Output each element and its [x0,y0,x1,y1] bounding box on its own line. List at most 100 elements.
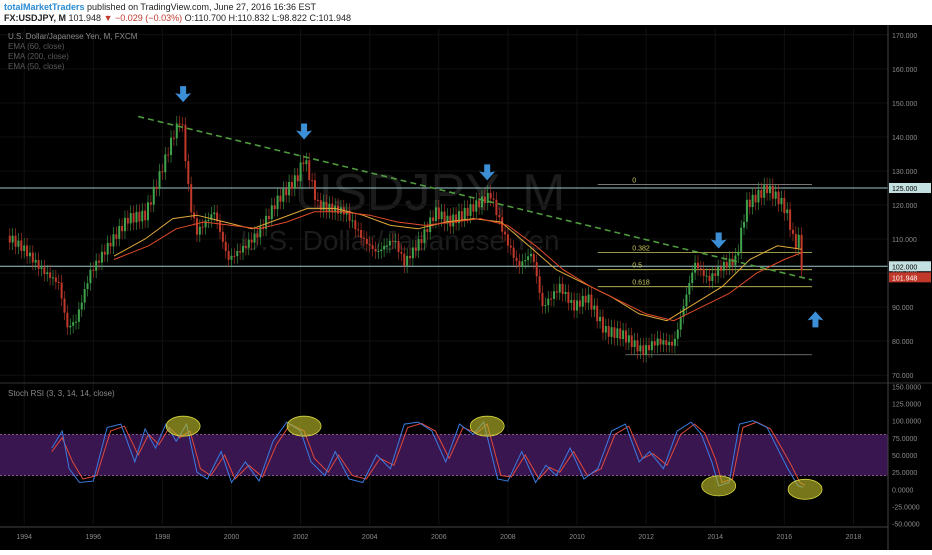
fib-label: 0.382 [632,246,650,253]
candle-body [714,273,717,276]
candle-body [308,160,311,181]
candle-body [754,194,757,203]
candle-body [360,229,363,238]
candle-body [20,240,23,251]
author-link[interactable]: totalMarketTraders [4,2,85,12]
candle-body [763,185,766,198]
level-label-upper: 125.000 [892,186,917,193]
rsi-tick-label: 125.0000 [892,402,921,409]
trendline-segment[interactable] [138,115,813,281]
low-value: L:98.822 [271,13,307,23]
price-tick-label: 130.000 [892,169,917,176]
candle-body [149,202,152,205]
last-price-label: 101.948 [892,275,917,282]
candle-body [771,185,774,199]
candle-body [642,345,645,355]
rsi-title: Stoch RSI (3, 3, 14, 14, close) [8,389,115,398]
candle-body [184,124,187,162]
fib-retracement[interactable]: 0 0.382 0.5 0.618 [597,178,812,356]
candle-body [256,233,259,238]
candle-body [800,234,803,271]
highlight-ellipse[interactable] [701,475,737,497]
candle-body [354,220,357,230]
candle-body [593,305,596,310]
candle-body [619,328,622,339]
chart-title: U.S. Dollar/Japanese Yen, M, FXCM [8,32,138,41]
candle-body [552,291,555,299]
highlight-ellipse[interactable] [469,415,505,437]
candle-body [296,175,299,182]
candle-body [708,275,711,282]
candle-body [558,283,561,293]
chart-header: totalMarketTraders published on TradingV… [0,0,932,25]
rsi-tick-label: -50.0000 [892,522,920,529]
chart-svg[interactable]: USDJPY, M U.S. Dollar/Japanese Yen 0 0.38… [0,25,932,550]
candle-body [138,211,141,222]
candle-body [230,255,233,260]
candle-body [11,235,14,243]
candle-body [348,210,351,221]
open-value: O:110.700 [184,13,226,23]
down-arrow-icon[interactable] [296,123,313,140]
rsi-band-fill [0,434,888,476]
candle-body [276,195,279,210]
candle-body [581,295,584,307]
down-arrow-icon[interactable] [175,86,192,103]
candle-body [170,137,173,156]
annotation-arrows[interactable] [175,86,824,328]
candle-body [242,245,245,253]
candle-body [564,291,567,294]
candle-body [725,261,728,268]
trendline[interactable] [138,115,813,281]
horizontal-levels[interactable] [0,187,888,267]
candle-body [8,235,11,243]
symbol-label: FX:USDJPY, M [4,13,67,23]
highlight-ellipse[interactable] [787,478,823,500]
candle-body [696,262,699,269]
candle-body [383,245,386,250]
price-tick-label: 90.000 [892,305,914,312]
highlight-ellipses[interactable] [165,415,823,500]
price-tick-label: 160.000 [892,67,917,74]
candle-body [671,341,674,346]
candle-body [224,241,227,252]
candle-body [673,338,676,346]
candle-body [411,247,414,259]
candle-body [328,203,331,212]
candle-body [711,273,714,282]
candle-body [132,213,135,223]
candle-body [17,240,20,247]
candle-body [227,251,230,260]
candle-body [233,255,236,257]
candle-body [783,197,786,214]
candle-body [676,329,679,339]
candle-body [682,306,685,317]
close-value: C:101.948 [309,13,351,23]
candle-body [380,249,383,252]
highlight-ellipse[interactable] [286,415,322,437]
candle-body [406,255,409,266]
candle-body [290,182,293,189]
candle-body [512,247,515,258]
candle-body [198,226,201,235]
level-label-upper-bg [889,182,931,193]
highlight-ellipse[interactable] [165,415,201,437]
candle-body [601,316,604,333]
candle-body [691,272,694,284]
candle-body [270,205,273,220]
candle-body [167,154,170,156]
candle-body [397,241,400,252]
up-arrow-icon[interactable] [807,311,824,328]
candle-body [322,201,325,211]
candle-body [239,250,242,253]
down-arrow-icon[interactable] [479,164,496,181]
candle-body [561,283,564,294]
down-arrow-icon[interactable] [710,232,727,249]
candle-body [106,242,109,255]
candle-body [152,186,155,205]
chart-area[interactable]: USDJPY, M U.S. Dollar/Japanese Yen 0 0.38… [0,25,932,550]
candle-body [311,180,314,182]
candle-body [63,298,66,313]
legend-ema-200: EMA (200, close) [8,52,69,61]
candle-body [466,207,469,216]
